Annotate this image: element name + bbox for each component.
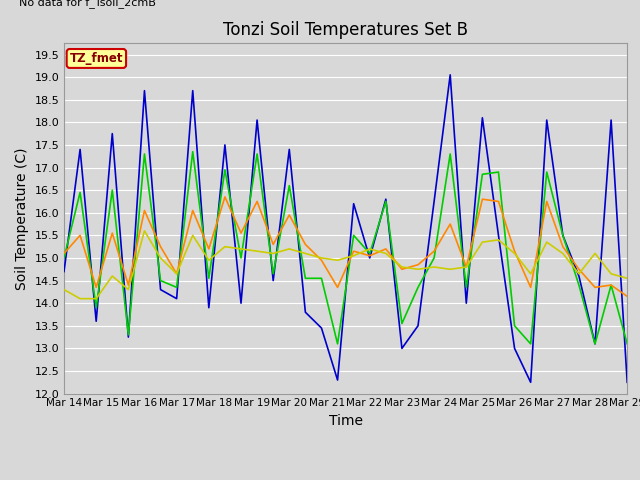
X-axis label: Time: Time [328, 414, 363, 428]
Title: Tonzi Soil Temperatures Set B: Tonzi Soil Temperatures Set B [223, 21, 468, 39]
Y-axis label: Soil Temperature (C): Soil Temperature (C) [15, 147, 29, 289]
Text: TZ_fmet: TZ_fmet [70, 52, 123, 65]
Legend: -4cm, -8cm, -16cm, -32cm: -4cm, -8cm, -16cm, -32cm [197, 477, 494, 480]
Text: No data for f_Tsoil_2cmB: No data for f_Tsoil_2cmB [19, 0, 156, 8]
